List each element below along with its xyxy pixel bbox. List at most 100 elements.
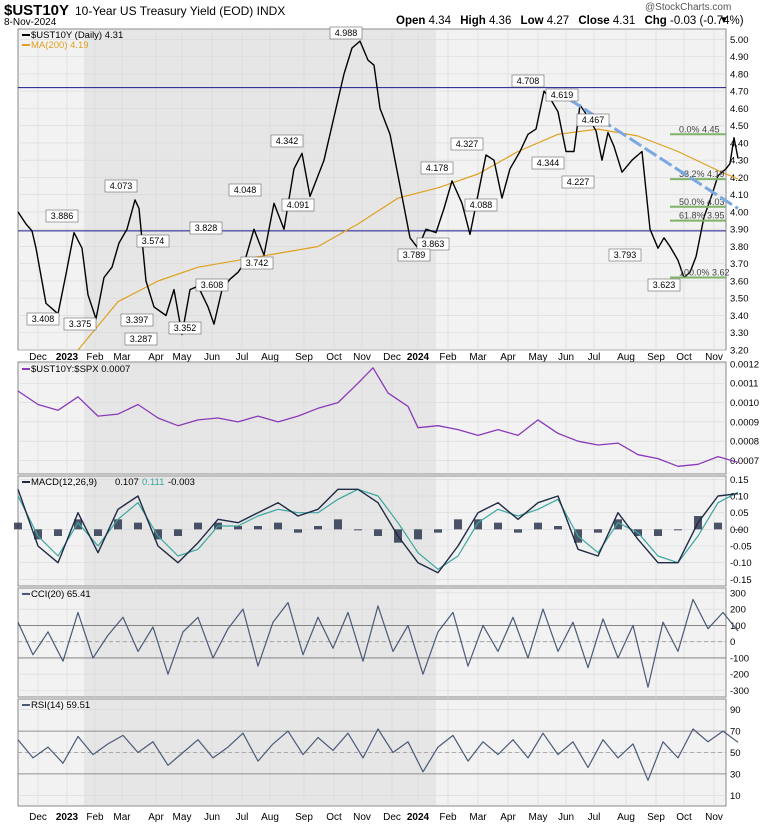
- macd-shade-0: [84, 477, 436, 585]
- macd-hist-bar-20: [414, 529, 422, 540]
- price-annotation-26: 3.287: [130, 334, 153, 344]
- watermark: @StockCharts.com: [645, 2, 732, 13]
- ratio-ytick-4: 0.0008: [730, 437, 759, 448]
- macd-ytick-0: 0.15: [730, 475, 749, 486]
- rsi-ytick-1: 70: [730, 727, 741, 738]
- price-ytick-9: 4.10: [730, 190, 749, 201]
- xtick-top-18: Jun: [558, 352, 574, 363]
- macd-hist-bar-33: [674, 529, 682, 531]
- fib-label-2: 50.0% 4.03: [679, 197, 725, 207]
- price-ytick-0: 5.00: [730, 35, 749, 46]
- price-annotation-7: 4.227: [567, 177, 590, 187]
- price-ytick-15: 3.50: [730, 294, 749, 305]
- xtick-top-4: Apr: [148, 352, 164, 363]
- price-ytick-16: 3.40: [730, 311, 749, 322]
- price-annotation-box-12: [228, 183, 262, 197]
- macd-hist-bar-13: [274, 522, 282, 530]
- legend-rsi: RSI(14) 59.51: [31, 700, 90, 711]
- macd-hist-bar-0: [14, 522, 22, 530]
- price-annotation-24: 3.375: [69, 319, 92, 329]
- legend-macd: MACD(12,26,9): [31, 477, 97, 488]
- fib-label-3: 61.8% 3.95: [679, 211, 725, 221]
- macd-ytick-1: 0.10: [730, 492, 749, 503]
- price-annotation-19: 3.623: [653, 280, 676, 290]
- price-ytick-18: 3.20: [730, 346, 749, 357]
- xtick-bottom-1: 2023: [56, 812, 79, 823]
- xtick-top-22: Oct: [676, 352, 692, 363]
- xtick-top-10: Oct: [326, 352, 342, 363]
- chg-label: Chg: [644, 15, 667, 27]
- symbol-description: 10-Year US Treasury Yield (EOD) INDX: [75, 4, 285, 18]
- macd-signal-line: [17, 488, 739, 570]
- ratio-ytick-2: 0.0010: [730, 398, 759, 409]
- price-annotation-box-23: [120, 313, 154, 327]
- macd-hist-bar-4: [94, 529, 102, 536]
- price-ytick-3: 4.70: [730, 87, 749, 98]
- macd-hist-bar-16: [334, 519, 342, 530]
- ratio-ytick-5: 0.0007: [730, 456, 759, 467]
- symbol-title: $UST10Y: [4, 2, 70, 19]
- price-annotation-12: 4.048: [234, 185, 257, 195]
- cci-line: [17, 598, 739, 688]
- xtick-bottom-15: Mar: [469, 812, 487, 823]
- xtick-bottom-12: Dec: [383, 812, 401, 823]
- xtick-bottom-2: Feb: [86, 812, 104, 823]
- price-annotation-16: 3.793: [614, 250, 637, 260]
- macd-hist-bar-23: [474, 519, 482, 530]
- price-annotation-box-26: [124, 332, 158, 346]
- price-annotation-box-19: [647, 278, 681, 292]
- macd-hist-bar-18: [374, 529, 382, 536]
- open-value: 4.34: [428, 15, 451, 27]
- cci-ytick-0: 300: [730, 588, 746, 599]
- xtick-bottom-5: May: [173, 812, 192, 823]
- xtick-bottom-18: Jun: [558, 812, 574, 823]
- macd-hist-bar-1: [34, 529, 42, 540]
- macd-hist-bar-35: [714, 522, 722, 530]
- xtick-bottom-21: Sep: [647, 812, 665, 823]
- ratio-shade-0: [84, 363, 436, 473]
- cci-ytick-4: -100: [730, 653, 749, 664]
- price-annotation-box-22: [26, 312, 60, 326]
- cci-ytick-3: 0: [730, 637, 735, 648]
- price-annotation-5: 4.342: [276, 136, 299, 146]
- price-annotation-box-15: [189, 221, 223, 235]
- chevron-down-icon[interactable]: ▼: [719, 15, 729, 26]
- xtick-bottom-20: Aug: [617, 812, 635, 823]
- legend-hist-value: -0.003: [168, 477, 195, 488]
- price-annotation-box-24: [63, 317, 97, 331]
- legend-macd-value: 0.107: [115, 477, 139, 488]
- price-ytick-10: 4.00: [730, 207, 749, 218]
- macd-ytick-6: -0.15: [730, 575, 752, 586]
- macd-hist-bar-26: [534, 522, 542, 530]
- price-annotation-box-10: [464, 198, 498, 212]
- price-annotation-10: 4.088: [470, 200, 493, 210]
- price-annotation-3: 4.467: [582, 115, 605, 125]
- macd-hist-bar-3: [74, 519, 82, 530]
- ratio-line: [17, 367, 739, 467]
- price-annotation-box-20: [195, 278, 229, 292]
- price-annotation-1: 4.708: [517, 76, 540, 86]
- price-annotation-4: 4.344: [537, 158, 560, 168]
- price-ytick-7: 4.30: [730, 156, 749, 167]
- price-annotation-15: 3.828: [195, 223, 218, 233]
- price-annotation-box-4: [531, 156, 565, 170]
- macd-hist-bar-9: [194, 522, 202, 530]
- macd-hist-bar-5: [114, 519, 122, 530]
- ma200-line: [77, 128, 739, 351]
- exchange-label: INDX: [256, 4, 286, 18]
- chart-date: 8-Nov-2024: [4, 17, 57, 28]
- price-annotation-box-6: [450, 137, 484, 151]
- xtick-top-7: Jul: [236, 352, 249, 363]
- price-annotation-2: 4.619: [551, 90, 574, 100]
- price-ytick-17: 3.30: [730, 328, 749, 339]
- xtick-top-19: Jul: [588, 352, 601, 363]
- price-annotation-6: 4.327: [456, 139, 479, 149]
- ratio-ytick-0: 0.0012: [730, 359, 759, 370]
- xtick-bottom-22: Oct: [676, 812, 692, 823]
- xtick-top-9: Sep: [295, 352, 313, 363]
- price-annotation-8: 4.178: [426, 163, 449, 173]
- xtick-bottom-9: Sep: [295, 812, 313, 823]
- price-annotation-box-21: [136, 234, 170, 248]
- high-label: High: [460, 15, 486, 27]
- xtick-bottom-4: Apr: [148, 812, 164, 823]
